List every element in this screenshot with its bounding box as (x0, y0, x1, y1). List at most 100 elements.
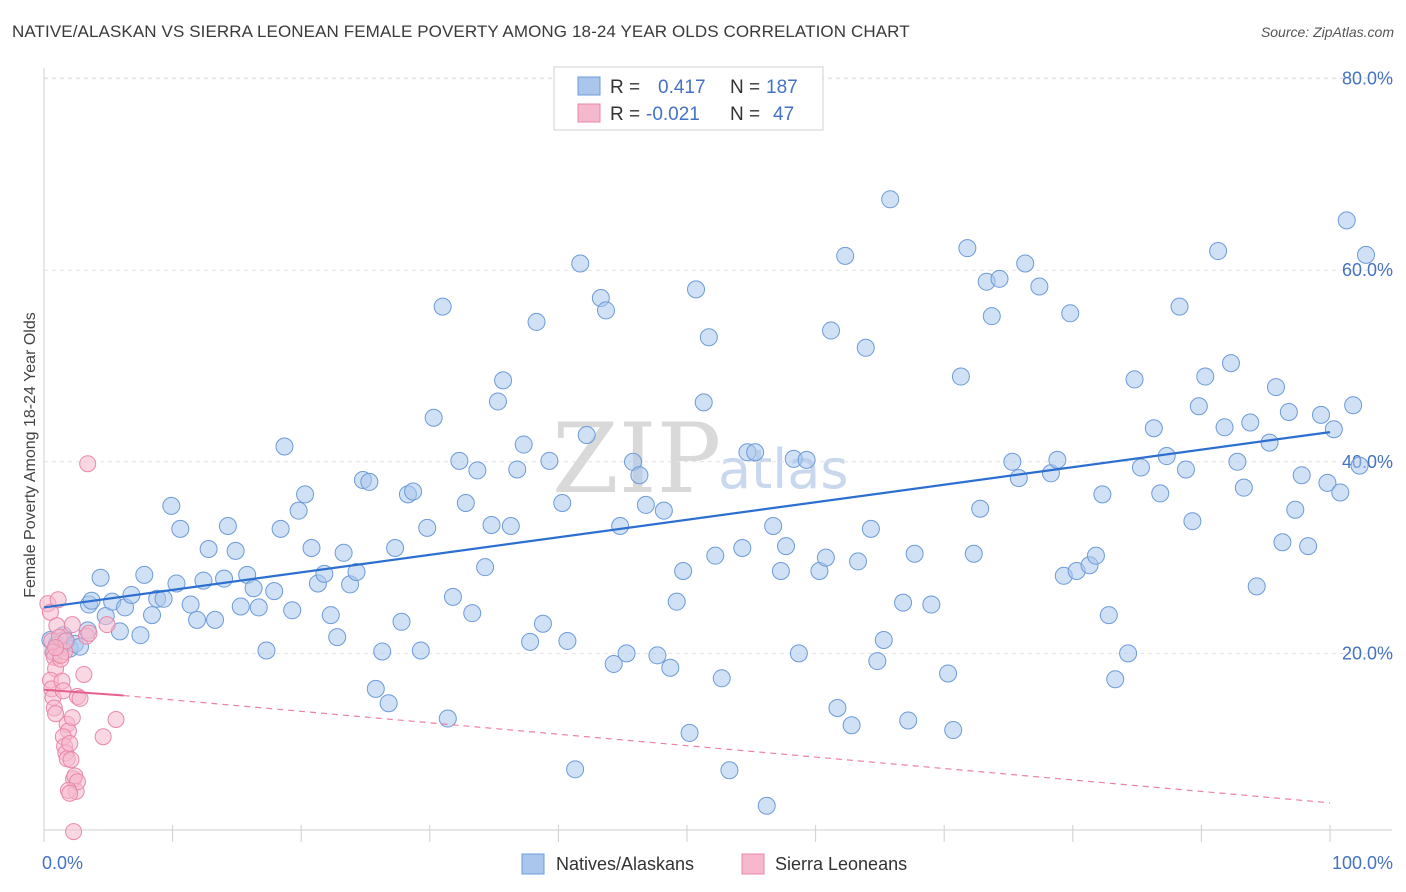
data-point-natives (797, 450, 816, 469)
data-point-natives (596, 301, 615, 320)
data-point-natives (347, 562, 366, 581)
data-point-natives (438, 709, 457, 728)
data-point-natives (275, 437, 294, 456)
data-point-natives (1048, 450, 1067, 469)
data-point-natives (1151, 484, 1170, 503)
data-point-sierra (49, 591, 67, 609)
data-point-natives (1176, 460, 1195, 479)
data-point-natives (143, 606, 162, 625)
axes (43, 68, 1392, 831)
data-point-natives (746, 443, 765, 462)
data-point-natives (463, 604, 482, 623)
data-point-natives (1009, 469, 1028, 488)
data-point-sierra (65, 823, 83, 841)
data-point-natives (899, 711, 918, 730)
data-point-natives (1215, 418, 1234, 437)
data-point-natives (861, 519, 880, 538)
data-point-natives (699, 328, 718, 347)
trend-line-sierra-dashed (123, 694, 1331, 804)
data-point-natives (1350, 456, 1369, 475)
data-point-sierra (61, 784, 79, 802)
data-point-natives (231, 597, 250, 616)
data-point-natives (206, 610, 225, 629)
data-point-natives (468, 461, 487, 480)
x-tick-label: 0.0% (42, 853, 83, 873)
trend-line-natives (43, 431, 1331, 609)
data-point-sierra (75, 665, 93, 683)
data-point-natives (321, 606, 340, 625)
data-point-natives (836, 246, 855, 265)
data-point-natives (283, 601, 302, 620)
data-point-natives (1279, 402, 1298, 421)
data-point-natives (964, 544, 983, 563)
data-point-natives (577, 425, 596, 444)
legend-n-value-2: 47 (773, 104, 794, 125)
data-point-natives (540, 451, 559, 470)
data-point-natives (1228, 452, 1247, 471)
data-point-natives (1061, 304, 1080, 323)
data-point-natives (226, 541, 245, 560)
data-point-natives (757, 796, 776, 815)
watermark-atlas: atlas (718, 438, 849, 501)
x-tick-label: 100.0% (1332, 853, 1393, 873)
data-point-natives (1196, 367, 1215, 386)
data-point-natives (944, 721, 963, 740)
data-point-natives (1299, 537, 1318, 556)
data-point-natives (379, 694, 398, 713)
data-point-sierra (80, 624, 98, 642)
data-point-natives (1221, 354, 1240, 373)
data-point-natives (1144, 419, 1163, 438)
data-point-natives (257, 641, 276, 660)
series-legend: Natives/Alaskans Sierra Leoneans (521, 853, 907, 875)
data-point-natives (667, 592, 686, 611)
data-point-natives (1286, 500, 1305, 519)
data-point-natives (939, 664, 958, 683)
y-tick-label: 80.0% (1342, 69, 1393, 89)
legend-r-label-2: R = (610, 104, 640, 125)
y-tick-labels: 20.0%40.0%60.0%80.0% (1342, 69, 1393, 664)
data-point-natives (514, 435, 533, 454)
data-point-natives (271, 519, 290, 538)
data-point-natives (874, 630, 893, 649)
data-point-natives (488, 392, 507, 411)
data-point-natives (1099, 606, 1118, 625)
data-point-natives (494, 371, 513, 390)
data-point-natives (1311, 405, 1330, 424)
data-point-natives (822, 321, 841, 340)
data-point-natives (1183, 512, 1202, 531)
data-point-natives (611, 516, 630, 535)
data-point-natives (566, 760, 585, 779)
data-point-sierra (94, 728, 112, 746)
data-point-natives (604, 654, 623, 673)
series-label-sierra: Sierra Leoneans (775, 854, 907, 874)
x-tick-labels: 0.0% 100.0% (42, 853, 1393, 873)
data-point-sierra (98, 616, 116, 634)
data-point-natives (1106, 670, 1125, 689)
data-point-natives (617, 644, 636, 663)
data-point-natives (712, 669, 731, 688)
data-point-natives (527, 312, 546, 331)
data-point-natives (733, 539, 752, 558)
data-point-natives (508, 460, 527, 479)
data-point-natives (289, 501, 308, 520)
data-point-sierra (107, 711, 125, 729)
data-point-natives (91, 568, 110, 587)
data-point-natives (654, 501, 673, 520)
data-point-natives (636, 495, 655, 514)
data-point-natives (1003, 452, 1022, 471)
data-point-natives (1331, 483, 1350, 502)
data-point-natives (476, 558, 495, 577)
data-point-natives (1292, 466, 1311, 485)
data-point-natives (764, 516, 783, 535)
data-point-natives (771, 562, 790, 581)
data-point-sierra (62, 751, 80, 769)
data-point-natives (482, 516, 501, 535)
data-point-natives (982, 307, 1001, 326)
data-point-natives (856, 338, 875, 357)
data-point-natives (450, 451, 469, 470)
legend-n-label-2: N = (730, 104, 760, 125)
data-point-natives (433, 297, 452, 316)
data-point-natives (181, 595, 200, 614)
legend-r-value-1: 0.417 (658, 77, 706, 98)
data-point-natives (571, 254, 590, 273)
